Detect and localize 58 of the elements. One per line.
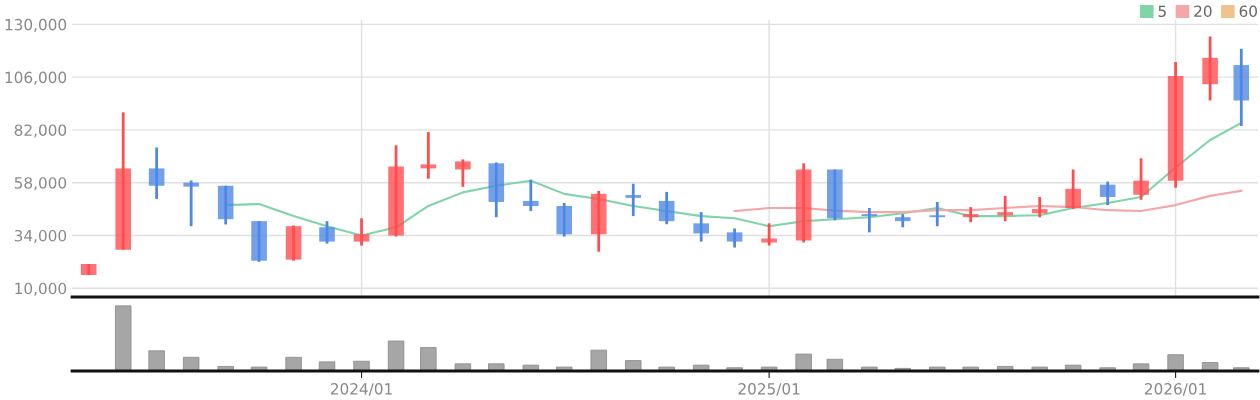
bar [522, 364, 540, 371]
y-tick-label: 82,000 [14, 124, 67, 138]
candlestick [658, 190, 675, 226]
bar [420, 347, 437, 371]
bar [285, 356, 302, 371]
bar [148, 350, 165, 371]
candlestick [455, 157, 471, 189]
y-tick-label: 10,000 [15, 282, 67, 296]
candlestick [1133, 156, 1149, 202]
candlestick [523, 178, 539, 213]
candlestick [861, 206, 878, 234]
bar [795, 353, 812, 371]
bar [454, 363, 472, 371]
bar [1167, 354, 1184, 371]
candlestick [183, 179, 199, 228]
bar [353, 360, 370, 371]
candlestick [319, 219, 335, 245]
bar [1132, 363, 1150, 371]
y-tick-label: 106,000 [5, 71, 67, 85]
candlestick [625, 182, 642, 218]
candlestick [726, 227, 743, 249]
legend-label: 60 [1239, 5, 1257, 18]
bar [658, 366, 675, 371]
y-tick-label: 34,000 [14, 229, 67, 244]
bar [556, 366, 573, 371]
candlestick [1099, 180, 1116, 207]
candlestick [1065, 168, 1081, 211]
y-tick-label: 58,000 [14, 177, 67, 191]
candlestick [929, 200, 946, 228]
candlestick [997, 194, 1013, 223]
bar [1201, 362, 1219, 371]
candlestick [1031, 195, 1048, 219]
bar [962, 366, 979, 371]
bar [318, 361, 336, 371]
legend-label: 20 [1194, 5, 1212, 18]
bar [861, 366, 878, 371]
bar [1031, 366, 1048, 371]
bar [692, 364, 710, 371]
bar [250, 366, 268, 371]
bar [625, 360, 642, 371]
bar [929, 366, 946, 371]
candlestick [420, 130, 437, 181]
bar [826, 358, 844, 371]
y-tick-label: 130,000 [5, 18, 67, 32]
bar [760, 366, 778, 371]
bar [115, 305, 132, 371]
candlestick [353, 216, 370, 247]
x-tick-label: 2026/01 [1144, 383, 1206, 396]
candlestick [148, 146, 165, 201]
bar [1064, 364, 1082, 371]
bar [182, 356, 200, 371]
x-tick-label: 2024/01 [330, 383, 392, 396]
x-tick-label: 2025/01 [738, 383, 800, 396]
bar [488, 363, 505, 371]
candlestick [693, 210, 709, 243]
bar [387, 340, 405, 371]
bar [590, 349, 607, 371]
legend-label: 5 [1158, 5, 1166, 18]
